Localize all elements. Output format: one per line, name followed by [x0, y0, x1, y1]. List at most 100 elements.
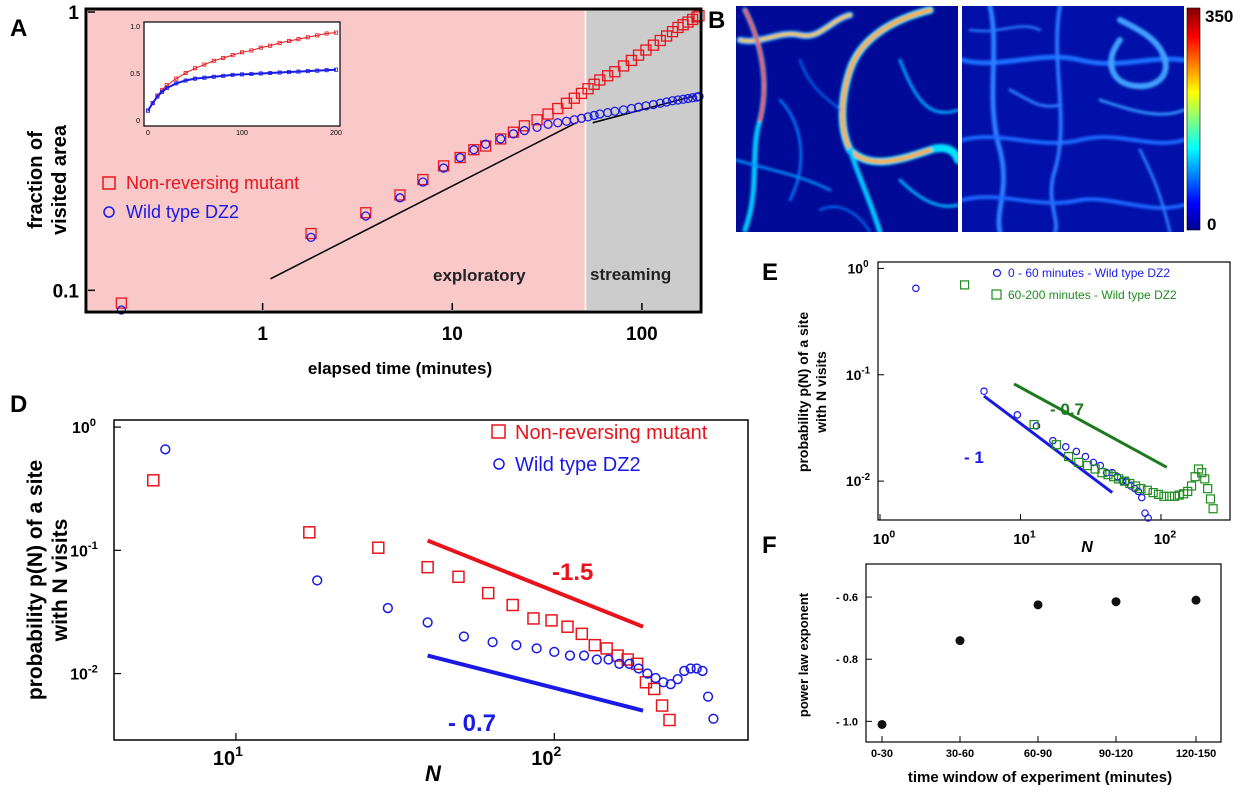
panel-d: 101 102 100 10-1 10-2 -1.5 - 0.7 N probabili…: [24, 417, 749, 786]
panel-a: exploratory streaming 1 10 100 0.1 1 elapsed…: [25, 3, 705, 378]
panel-a-point-wildtype: [661, 97, 672, 107]
panel-e-point-early: [1144, 514, 1152, 522]
panel-a-point-mutant: [686, 13, 699, 26]
panel-a-point-wildtype: [508, 129, 519, 139]
panel-d-point-wildtype: [672, 674, 683, 685]
panel-a-point-mutant: [594, 74, 606, 86]
panel-d-point-mutant: [663, 713, 676, 727]
panel-d-point-wildtype: [578, 650, 590, 661]
panel-d-point-wildtype: [511, 640, 522, 651]
panel-d-point-mutant: [621, 653, 634, 666]
panel-e-legend-label-late: 60-200 minutes - Wild type DZ2: [1008, 288, 1177, 302]
panel-a-point-mutant: [437, 160, 450, 172]
panel-a-point-mutant: [693, 10, 705, 22]
inset-xtick-label: 200: [330, 130, 342, 137]
panel-f-point: [877, 719, 887, 729]
panel-d-point-wildtype: [658, 677, 669, 688]
panel-d-point-wildtype: [665, 679, 676, 690]
panel-d-frame: [113, 419, 749, 741]
panel-e-xtick-label: 101: [1013, 528, 1036, 548]
panel-a-point-mutant: [417, 173, 429, 186]
panel-e-point-late: [1103, 470, 1113, 480]
panel-d-legend-swatch-mutant: [491, 424, 506, 439]
inset-point-mutant: [183, 71, 188, 76]
panel-f-point: [955, 636, 965, 646]
panel-e: 100 101 102 100 10-1 10-2 - 1 - 0.7 N probabi…: [795, 259, 1231, 556]
panel-e-point-late: [1203, 484, 1213, 494]
panel-a-point-mutant: [588, 78, 600, 90]
panel-a-point-wildtype: [576, 113, 587, 123]
panel-d-point-wildtype: [685, 663, 696, 674]
panel-d-point-wildtype: [624, 658, 635, 669]
panel-e-point-early: [980, 387, 988, 396]
panel-f: 0-30 30-60 60-90 90-120 120-150 - 0.6 - 0.8 - 1…: [796, 563, 1222, 786]
inset-xtick-label: 0: [146, 130, 150, 137]
panel-a-xlabel: elapsed time (minutes): [308, 359, 492, 378]
panel-e-point-late: [1164, 491, 1175, 501]
panel-a-frame: [84, 7, 703, 314]
panel-d-point-wildtype: [564, 650, 576, 661]
panel-e-guide-label-blue: - 1: [964, 448, 984, 467]
panel-d-point-wildtype: [697, 665, 708, 677]
panel-e-point-late: [1205, 494, 1216, 504]
panel-e-guide-line-green: [1013, 382, 1168, 469]
panel-a-point-wildtype: [532, 122, 542, 133]
panel-d-point-mutant: [506, 598, 519, 612]
panel-e-point-late: [1125, 478, 1135, 489]
panel-letter-f: F: [762, 532, 777, 559]
legend-swatch-wildtype: [103, 206, 115, 218]
panel-letter-d: D: [10, 391, 27, 418]
panel-d-xtick-label: 101: [213, 743, 243, 770]
panel-a-point-wildtype: [655, 98, 665, 108]
panel-e-point-late: [1153, 489, 1164, 500]
panel-c-heatmap: [962, 6, 1184, 232]
panel-d-point-wildtype: [702, 691, 714, 702]
panel-e-legend-swatch-early: [992, 268, 1002, 278]
panel-e-ylabel-line2: with N visits: [813, 351, 829, 434]
panel-a-point-wildtype: [395, 193, 405, 203]
panel-f-ylabel: power law exponent: [796, 592, 811, 717]
legend-label-wildtype: Wild type DZ2: [126, 202, 239, 222]
panel-e-point-late: [1159, 491, 1169, 501]
panel-f-point: [1191, 595, 1201, 605]
panel-e-point-early: [1013, 411, 1022, 419]
panel-f-point: [1033, 600, 1043, 610]
panel-a-xtick-label: 100: [626, 324, 658, 345]
colorbar: [1186, 7, 1201, 231]
panel-a-point-wildtype: [667, 96, 678, 106]
panel-e-legend-label-early: 0 - 60 minutes - Wild type DZ2: [1008, 266, 1170, 280]
panel-d-guide-line-blue: [427, 653, 644, 713]
panel-d-ylabel-line1: probability p(N) of a site: [24, 460, 47, 700]
legend-swatch-mutant: [102, 176, 116, 190]
inset-point-mutant: [174, 76, 179, 81]
panel-a-point-mutant: [360, 207, 372, 219]
panel-f-xtick-label: 120-150: [1176, 748, 1216, 760]
panel-f-xtick-label: 90-120: [1099, 748, 1133, 760]
panel-a-point-wildtype: [678, 94, 688, 104]
panel-a-point-mutant: [495, 133, 507, 145]
region-label-exploratory: exploratory: [433, 266, 526, 285]
legend-label-mutant: Non-reversing mutant: [126, 173, 299, 193]
panel-d-point-wildtype: [708, 713, 719, 724]
panel-letter-b: B: [708, 7, 725, 34]
panel-a-point-mutant: [531, 114, 543, 126]
panel-d-ytick-label: 10-1: [70, 540, 98, 560]
panel-d-point-wildtype: [614, 658, 625, 669]
panel-a-point-wildtype: [469, 145, 479, 155]
panel-e-point-early: [1081, 452, 1090, 461]
panel-d-point-mutant: [639, 676, 653, 689]
panel-b-heatmap: [736, 6, 958, 232]
panel-e-point-late: [1074, 457, 1084, 467]
panel-d-point-mutant: [630, 657, 644, 671]
panel-a-point-mutant: [602, 70, 614, 82]
panel-d-point-wildtype: [422, 617, 433, 628]
inset-ytick-label: 0: [136, 118, 140, 125]
panel-e-point-late: [1063, 452, 1074, 462]
panel-e-point-late: [1114, 474, 1124, 484]
panel-d-xlabel: N: [425, 761, 442, 786]
panel-a-xtick-label: 1: [257, 324, 268, 345]
panel-f-xtick-label: 60-90: [1024, 748, 1052, 760]
panel-d-point-mutant: [655, 699, 669, 712]
panel-d-point-mutant: [545, 614, 558, 627]
panel-e-point-late: [1097, 468, 1107, 478]
